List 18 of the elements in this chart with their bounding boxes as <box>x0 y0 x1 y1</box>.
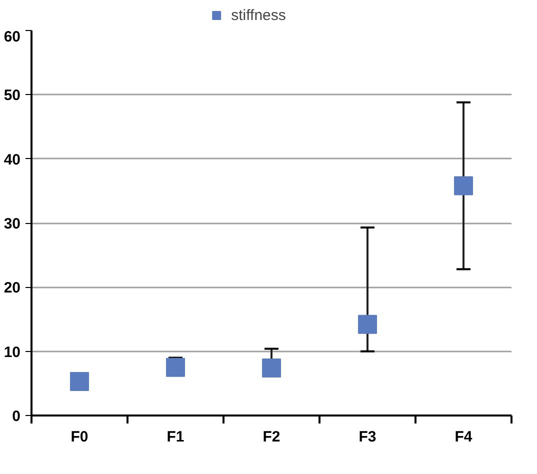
point <box>262 358 281 378</box>
y-tick-label: 30 <box>4 216 21 232</box>
y-tick-label: 60 <box>4 28 21 46</box>
point <box>358 314 377 334</box>
y-tick-label: 10 <box>4 344 21 361</box>
x-tick-label: F2 <box>262 428 280 446</box>
x-tick-label: F4 <box>454 428 473 446</box>
x-tick-label: F0 <box>70 428 88 446</box>
y-tick-label: 40 <box>4 151 21 168</box>
y-tick-label: 20 <box>4 280 21 297</box>
y-tick-label: 0 <box>12 408 20 425</box>
x-tick-label: F3 <box>358 428 376 446</box>
legend-label: stiffness <box>231 6 286 24</box>
x-tick-label: F1 <box>166 428 184 446</box>
y-tick-label: 50 <box>4 87 21 104</box>
point <box>70 372 89 391</box>
point <box>166 358 185 377</box>
point <box>454 176 473 196</box>
